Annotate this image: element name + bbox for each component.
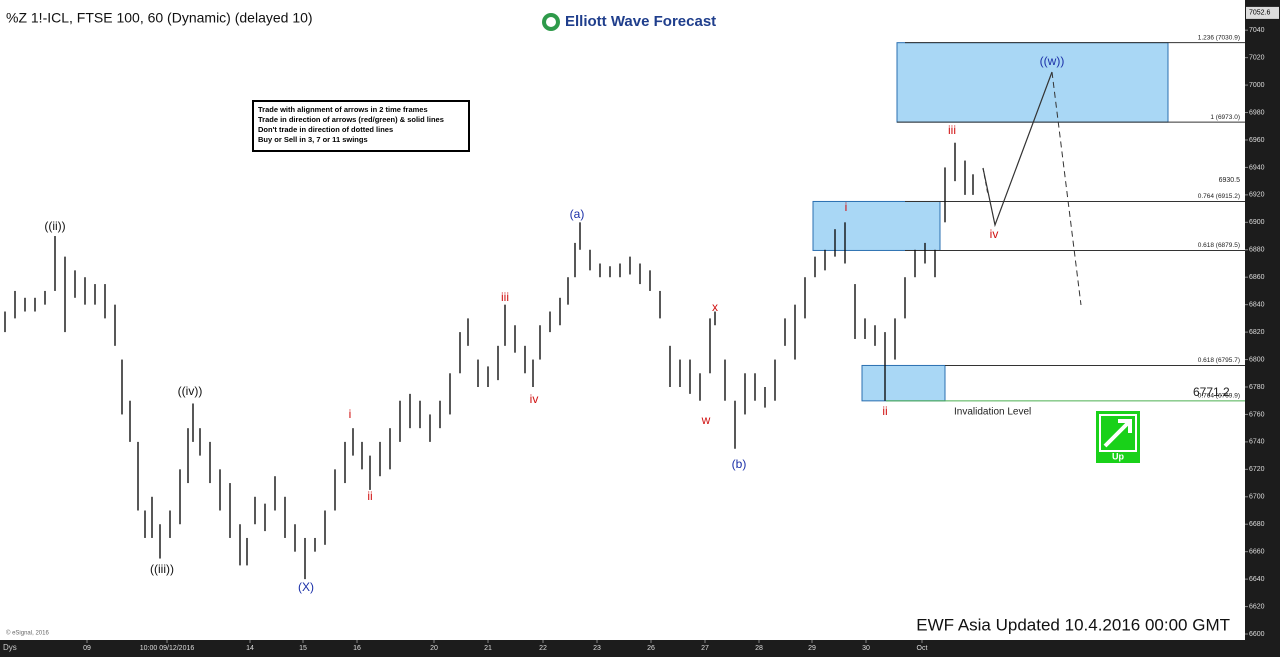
target-box (896, 42, 1169, 123)
invalidation-label: Invalidation Level (954, 407, 1031, 418)
wave-label: ii (882, 404, 887, 418)
fib-label: 1.236 (7030.9) (1198, 34, 1240, 41)
x-tick-label: 21 (484, 645, 492, 652)
target-box (861, 364, 946, 402)
x-axis-bg (0, 640, 1280, 657)
y-tick-label: 7040 (1249, 27, 1265, 34)
logo-icon (546, 17, 556, 27)
x-tick-label: 28 (755, 645, 763, 652)
y-tick-label: 6740 (1249, 439, 1265, 446)
wave-label: x (712, 300, 718, 314)
wave-label: ((iv)) (178, 384, 203, 398)
x-tick-label: 22 (539, 645, 547, 652)
wave-label: ((iii)) (150, 562, 174, 576)
price-tag (1246, 6, 1279, 19)
y-tick-label: 6680 (1249, 521, 1265, 528)
target-box (812, 200, 941, 251)
x-tick-label: 27 (701, 645, 709, 652)
y-tick-label: 6880 (1249, 247, 1265, 254)
y-tick-label: 6720 (1249, 466, 1265, 473)
y-tick-label: 6600 (1249, 631, 1265, 638)
x-tick-label: 14 (246, 645, 254, 652)
y-tick-label: 7000 (1249, 82, 1265, 89)
x-tick-label: 26 (647, 645, 655, 652)
price-tag-label: 7052.6 (1249, 10, 1271, 17)
x-tick-label: 15 (299, 645, 307, 652)
wave-label: ii (367, 489, 372, 503)
rule: Trade with alignment of arrows in 2 time… (258, 105, 428, 114)
x-tick-label: 20 (430, 645, 438, 652)
rule: Buy or Sell in 3, 7 or 11 swings (258, 135, 368, 144)
y-tick-label: 6640 (1249, 576, 1265, 583)
chart-title: %Z 1!-ICL, FTSE 100, 60 (Dynamic) (delay… (6, 10, 313, 26)
y-tick-label: 6780 (1249, 384, 1265, 391)
y-axis-bg (1245, 0, 1280, 657)
y-tick-label: 6860 (1249, 274, 1265, 281)
y-tick-label: 6700 (1249, 494, 1265, 501)
y-tick-label: 6820 (1249, 329, 1265, 336)
copyright: © eSignal, 2016 (6, 630, 49, 637)
fib-label: 0.618 (6879.5) (1198, 242, 1240, 249)
wave-label: ((w)) (1040, 54, 1065, 68)
wave-label: (a) (570, 207, 585, 221)
fib-label: 0.618 (6795.7) (1198, 357, 1240, 364)
invalidation-price: 6771.2 (1193, 385, 1230, 399)
logo: Elliott Wave Forecast (565, 13, 716, 30)
wave-label: i (845, 200, 848, 214)
fib-label: 0.764 (6769.9) (1198, 393, 1240, 400)
interval-label: Dys (3, 643, 17, 652)
y-tick-label: 6660 (1249, 549, 1265, 556)
wave-label: iv (530, 392, 539, 406)
wave-label: (X) (298, 580, 314, 594)
x-tick-label: Oct (917, 645, 928, 652)
fib-label: 0.764 (6915.2) (1198, 193, 1240, 200)
y-tick-label: 6920 (1249, 192, 1265, 199)
y-tick-label: 6960 (1249, 137, 1265, 144)
rules-box (252, 100, 470, 152)
signal-label: Up (1112, 451, 1124, 461)
projection-dashed (1051, 71, 1082, 306)
y-tick-label: 6620 (1249, 603, 1265, 610)
y-tick-label: 6840 (1249, 302, 1265, 309)
wave-label: i (349, 407, 352, 421)
marker-label: 6930.5 (1219, 177, 1241, 184)
y-tick-label: 6800 (1249, 356, 1265, 363)
wave-label: iii (501, 290, 509, 304)
rule: Trade in direction of arrows (red/green)… (258, 115, 444, 124)
wave-label: w (701, 413, 711, 427)
projection-dashed (982, 167, 989, 196)
wave-label: (b) (732, 457, 747, 471)
y-tick-label: 6760 (1249, 411, 1265, 418)
signal-icon (1099, 414, 1137, 452)
wave-label: iii (948, 123, 956, 137)
wave-label: ((ii)) (44, 219, 65, 233)
rule: Don't trade in direction of dotted lines (258, 125, 393, 134)
signal-arrow (1103, 419, 1132, 448)
x-tick-label: 29 (808, 645, 816, 652)
x-tick-label: 09 (83, 645, 91, 652)
x-tick-label: 30 (862, 645, 870, 652)
footer: EWF Asia Updated 10.4.2016 00:00 GMT (916, 615, 1230, 634)
projection-line (982, 71, 1053, 228)
y-tick-label: 6940 (1249, 164, 1265, 171)
y-tick-label: 6980 (1249, 109, 1265, 116)
y-tick-label: 6900 (1249, 219, 1265, 226)
wave-label: iv (990, 227, 999, 241)
fib-label: 1 (6973.0) (1210, 114, 1240, 121)
y-tick-label: 7020 (1249, 54, 1265, 61)
x-tick-label: 10:00 09/12/2016 (140, 645, 195, 652)
x-tick-label: 16 (353, 645, 361, 652)
x-tick-label: 23 (593, 645, 601, 652)
